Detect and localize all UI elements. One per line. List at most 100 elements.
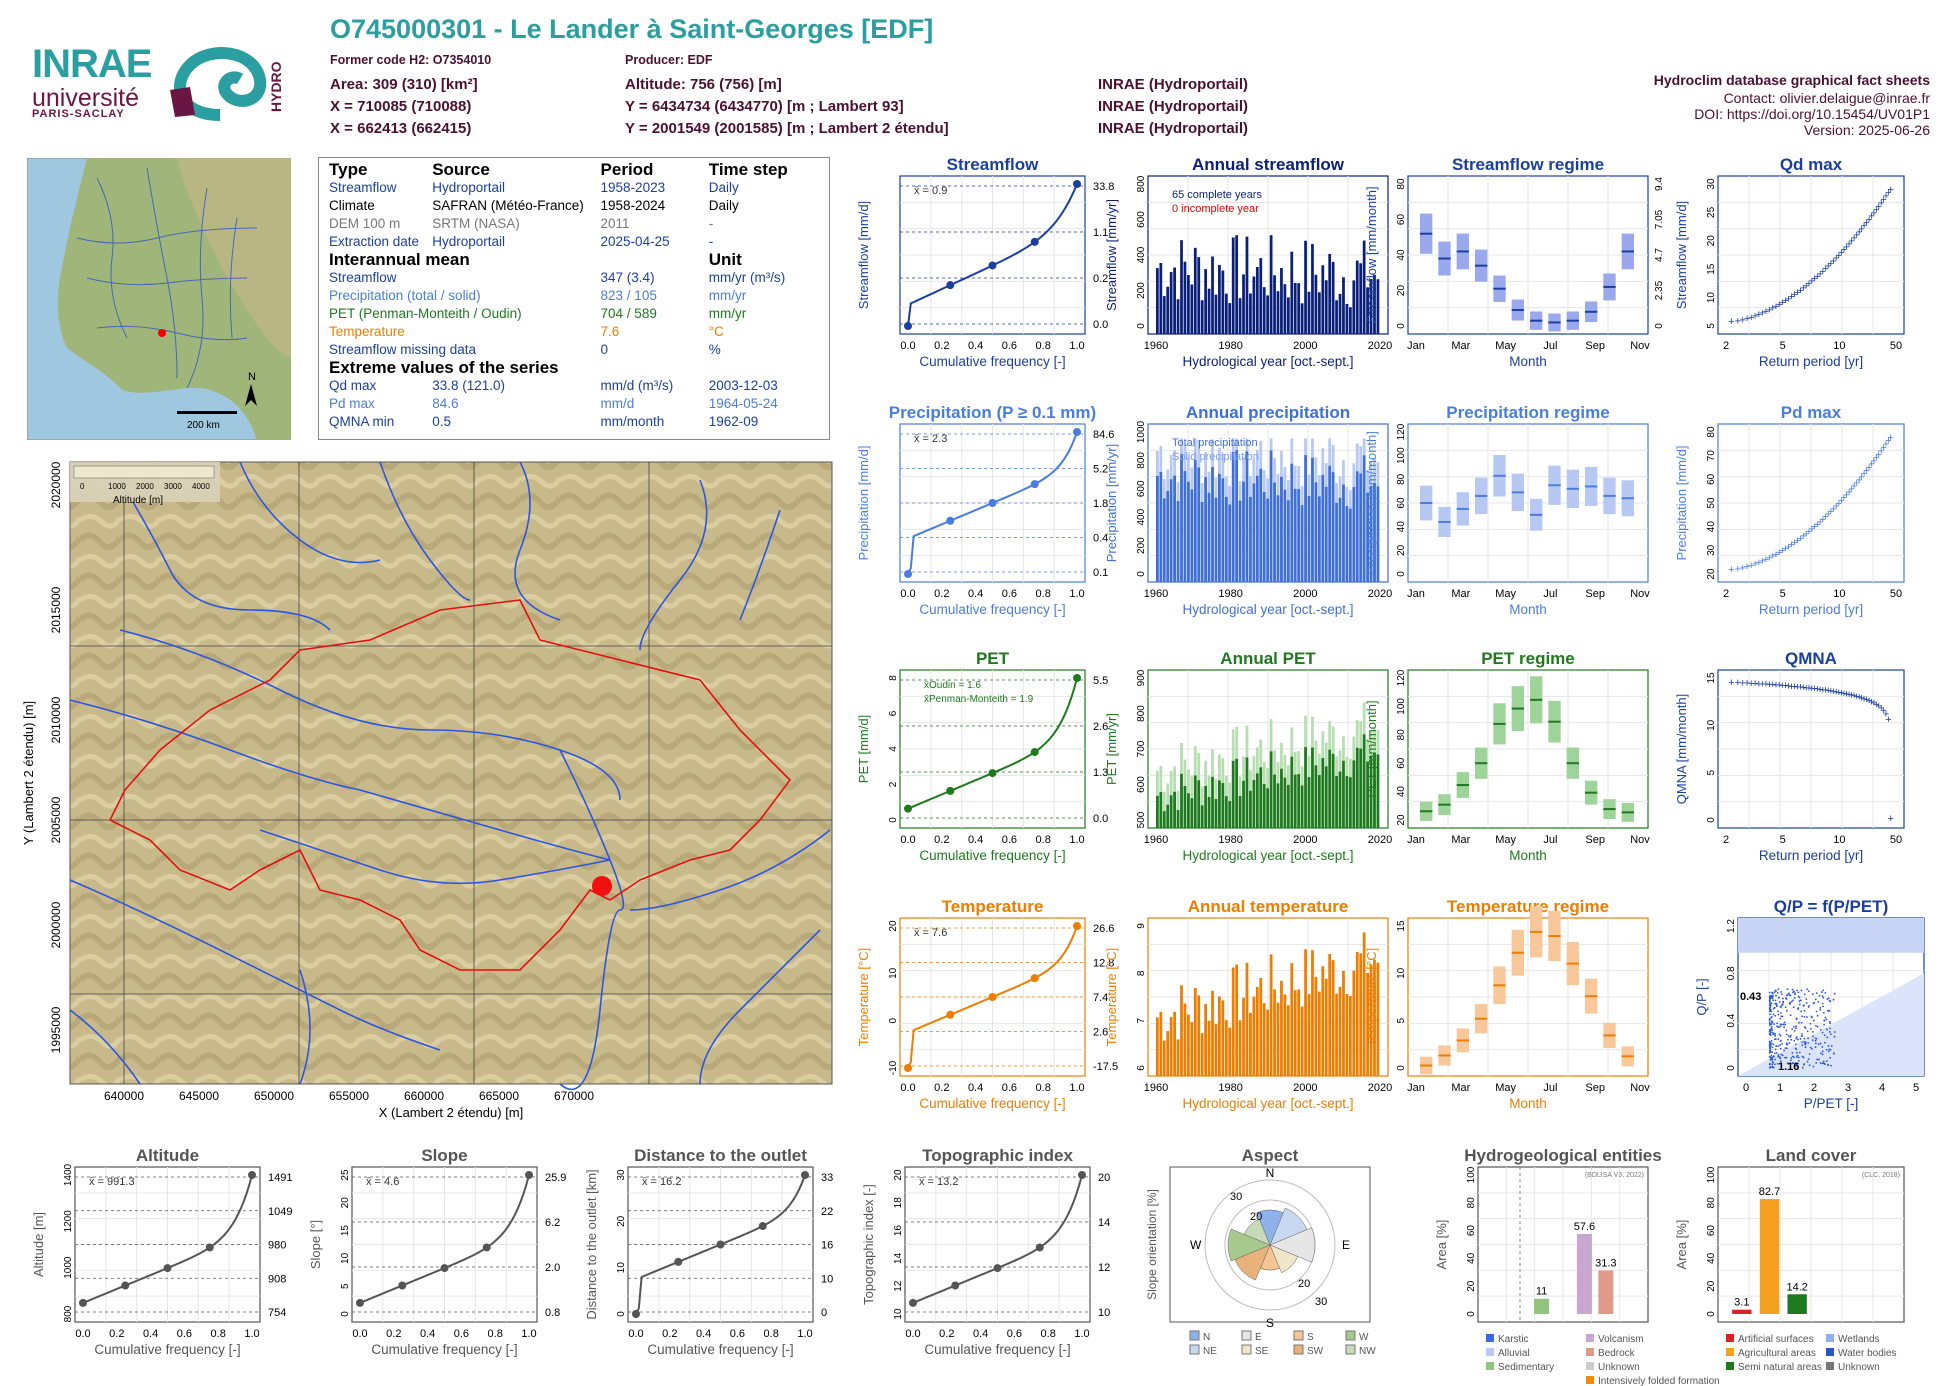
aspect-ring-label: 30 — [1315, 1296, 1327, 1308]
info-header-cell: Source — [432, 160, 490, 179]
qp_ppet-point — [1768, 1041, 1771, 1044]
slope-quantile-label: 2.0 — [545, 1262, 560, 1274]
annual_pet-bar — [1280, 768, 1283, 828]
annual_pet-ytick: 700 — [1136, 740, 1147, 757]
annual_streamflow-bar — [1245, 236, 1249, 334]
distance-ylabel: Distance to the outlet [km] — [584, 1169, 599, 1319]
doi-link[interactable]: DOI: https://doi.org/10.15454/UV01P1 — [1694, 106, 1930, 122]
annual_pet-bar — [1273, 774, 1276, 828]
info-row: Extraction date Hydroportail 2025-04-25 - — [329, 233, 819, 251]
qp_ppet-point — [1770, 1010, 1773, 1013]
qp_ppet-point — [1797, 1056, 1800, 1059]
mean-header: Interannual mean Unit — [329, 251, 819, 269]
altitude-quantile-label: 1491 — [268, 1172, 292, 1184]
annual_temperature-bar — [1366, 972, 1369, 1076]
altitude-xtick: 0.4 — [143, 1328, 158, 1340]
annual_pet-bar-light — [1176, 791, 1180, 828]
qp_ppet-point — [1815, 992, 1818, 994]
temperature-quantile-label: -17.5 — [1093, 1061, 1118, 1073]
annual_streamflow-bar — [1193, 247, 1197, 334]
annual_precipitation-legend: Total precipitation — [1172, 437, 1258, 449]
annual_precipitation-xtick: 2000 — [1293, 588, 1317, 600]
qd_max-point: + — [1791, 289, 1797, 301]
hydrogeology-bar-label: 11 — [1536, 1286, 1547, 1298]
annual_temperature-xtick: 1960 — [1144, 1082, 1168, 1094]
pd_max-point: + — [1851, 480, 1857, 492]
annual_temperature-bar — [1273, 989, 1276, 1076]
pet_regime-ytick: 40 — [1396, 786, 1407, 798]
gauging-station[interactable] — [592, 876, 612, 896]
temperature-quantile-label: 2.6 — [1093, 1027, 1108, 1039]
pd_max-point: + — [1866, 462, 1872, 474]
altitude-xtick: 0.0 — [75, 1328, 90, 1340]
qmna-point: + — [1833, 686, 1839, 698]
scale-label: 200 km — [187, 420, 220, 431]
qd_max-ytick: 30 — [1706, 178, 1717, 190]
temperature-quantile-point — [946, 1010, 955, 1019]
qmna-point: + — [1828, 686, 1834, 698]
pet-legend: x̄Oudin = 1.6 — [924, 680, 981, 691]
annual_precipitation-bar — [1211, 467, 1214, 582]
qp_ppet-point — [1776, 1022, 1778, 1025]
qp_ppet-ylabel: Q/P [-] — [1694, 978, 1709, 1015]
qp_ppet-point — [1826, 1028, 1828, 1031]
qp_ppet-point — [1803, 1004, 1806, 1007]
qmna-point: + — [1846, 689, 1852, 701]
annual_precipitation-bar — [1238, 500, 1242, 582]
pd_max-point: + — [1856, 474, 1862, 486]
qp_ppet-point — [1803, 1016, 1806, 1018]
hydrogeology-ytick: 20 — [1466, 1280, 1477, 1292]
qd_max-point: + — [1830, 255, 1836, 267]
qp_ppet-point — [1774, 989, 1777, 992]
qp_ppet-point — [1791, 1028, 1794, 1030]
pd_max-point: + — [1794, 535, 1800, 547]
annual_temperature-bar — [1362, 932, 1366, 1076]
qp_ppet-point — [1774, 1052, 1776, 1055]
qmna-point: + — [1776, 680, 1782, 692]
annual_precipitation-bar — [1328, 465, 1332, 582]
temperature-xtick: 0.6 — [1002, 1082, 1017, 1094]
hydrogeology-note: (BDLISA V3, 2022) — [1585, 1172, 1644, 1179]
annual_streamflow-bar — [1176, 299, 1180, 334]
qp_ppet-point — [1768, 991, 1771, 994]
annual_precipitation-bar — [1273, 482, 1276, 582]
qp_ppet-point — [1814, 1046, 1817, 1048]
aspect-title: Aspect — [1242, 1146, 1299, 1165]
annual_pet-bar — [1204, 785, 1208, 828]
qp_ppet-point — [1768, 1017, 1771, 1020]
pd_max-point: + — [1853, 477, 1859, 489]
aspect-legend-label: S — [1307, 1332, 1314, 1343]
annual_streamflow-bar — [1307, 291, 1311, 334]
mean-cell: Streamflow missing data — [329, 342, 477, 357]
annual_pet-ytick: 500 — [1136, 811, 1147, 828]
land_cover-ytick: 100 — [1706, 1166, 1717, 1183]
annual_precipitation-bar — [1352, 487, 1356, 582]
qp_ppet-point — [1770, 1002, 1773, 1005]
qp_ppet-point — [1790, 1000, 1793, 1003]
pd_max-chart: Pd max Precipitation [mm/d] Return period … — [1674, 403, 1905, 617]
annual_pet-bar — [1352, 760, 1356, 828]
annual_precipitation-bar — [1242, 481, 1245, 582]
catchment-map[interactable]: Altitude [m] 0 1000 2000 3000 4000 640000 645… — [0, 450, 835, 1135]
annual_temperature-bar — [1280, 980, 1283, 1076]
land_cover-bar — [1732, 1309, 1752, 1314]
qd_max-ytick: 25 — [1706, 206, 1717, 218]
hydrogeology-bar — [1598, 1270, 1614, 1314]
qp_ppet-point — [1800, 1010, 1803, 1013]
qp_ppet-point — [1773, 1006, 1776, 1009]
temperature_regime-xtick: Mar — [1451, 1082, 1470, 1094]
precipitation-xlabel: Cumulative frequency [-] — [919, 602, 1065, 617]
annual_precipitation-bar — [1190, 489, 1194, 582]
hydrogeology-ytick: 80 — [1466, 1197, 1477, 1209]
annual_pet-ytick: 900 — [1136, 669, 1147, 686]
altitude-quantile-point — [79, 1298, 87, 1307]
altitude-mean: x̄ = 991.3 — [89, 1176, 135, 1188]
pet-quantile-label: 1.3 — [1093, 767, 1108, 779]
qp_ppet-point — [1773, 1023, 1776, 1026]
catchment-boundary — [108, 599, 792, 971]
altitude-quantile-point — [163, 1264, 172, 1273]
annual_precipitation-bar — [1345, 505, 1349, 582]
qp_ppet-point — [1803, 1026, 1806, 1028]
